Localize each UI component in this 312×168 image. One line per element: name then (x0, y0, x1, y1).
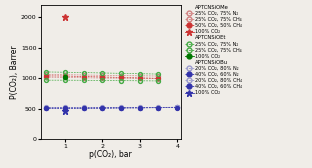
Y-axis label: P(CO₂), Barrer: P(CO₂), Barrer (10, 45, 19, 99)
X-axis label: p(CO₂), bar: p(CO₂), bar (89, 150, 132, 159)
Legend: APTCNSiOMe, 25% CO₂, 75% N₂, 25% CO₂, 75% CH₄, 50% CO₂, 50% CH₄, 100% CO₂, APTCN: APTCNSiOMe, 25% CO₂, 75% N₂, 25% CO₂, 75… (185, 5, 242, 95)
